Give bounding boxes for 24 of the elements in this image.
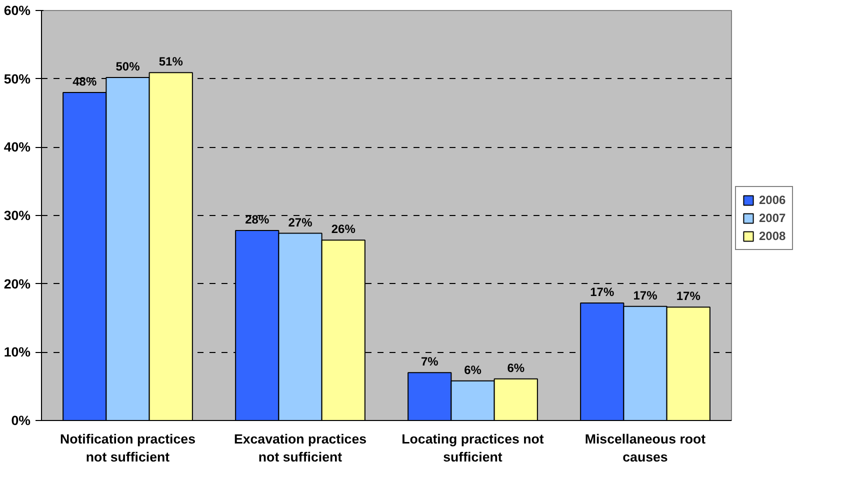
legend-label: 2008 (759, 229, 786, 243)
x-tick-label: Notification practices not sufficient (60, 432, 196, 464)
legend-label: 2006 (759, 193, 786, 207)
data-label: 50% (116, 59, 140, 74)
x-tick-label: Excavation practices not sufficient (234, 432, 367, 464)
y-tick-label: 20% (4, 276, 31, 292)
y-tick-label: 30% (4, 208, 31, 223)
data-label: 17% (633, 288, 658, 302)
data-label: 17% (590, 284, 614, 299)
data-label: 7% (420, 354, 439, 369)
legend-label: 2007 (759, 211, 786, 225)
data-label: 6% (464, 362, 482, 377)
y-tick-label: 50% (4, 71, 31, 86)
data-label: 17% (676, 289, 701, 304)
x-tick-label: Miscellaneous root causes (584, 432, 706, 464)
data-label: 6% (507, 360, 525, 375)
data-label: 27% (288, 215, 313, 230)
y-tick-label: 0% (11, 413, 31, 428)
y-tick-label: 60% (4, 3, 31, 18)
x-tick-label: Locating practices not sufficient (402, 432, 544, 464)
data-label: 51% (158, 54, 184, 69)
y-tick-label: 40% (4, 140, 31, 155)
data-label: 26% (331, 222, 356, 236)
y-tick-label: 10% (4, 344, 31, 360)
